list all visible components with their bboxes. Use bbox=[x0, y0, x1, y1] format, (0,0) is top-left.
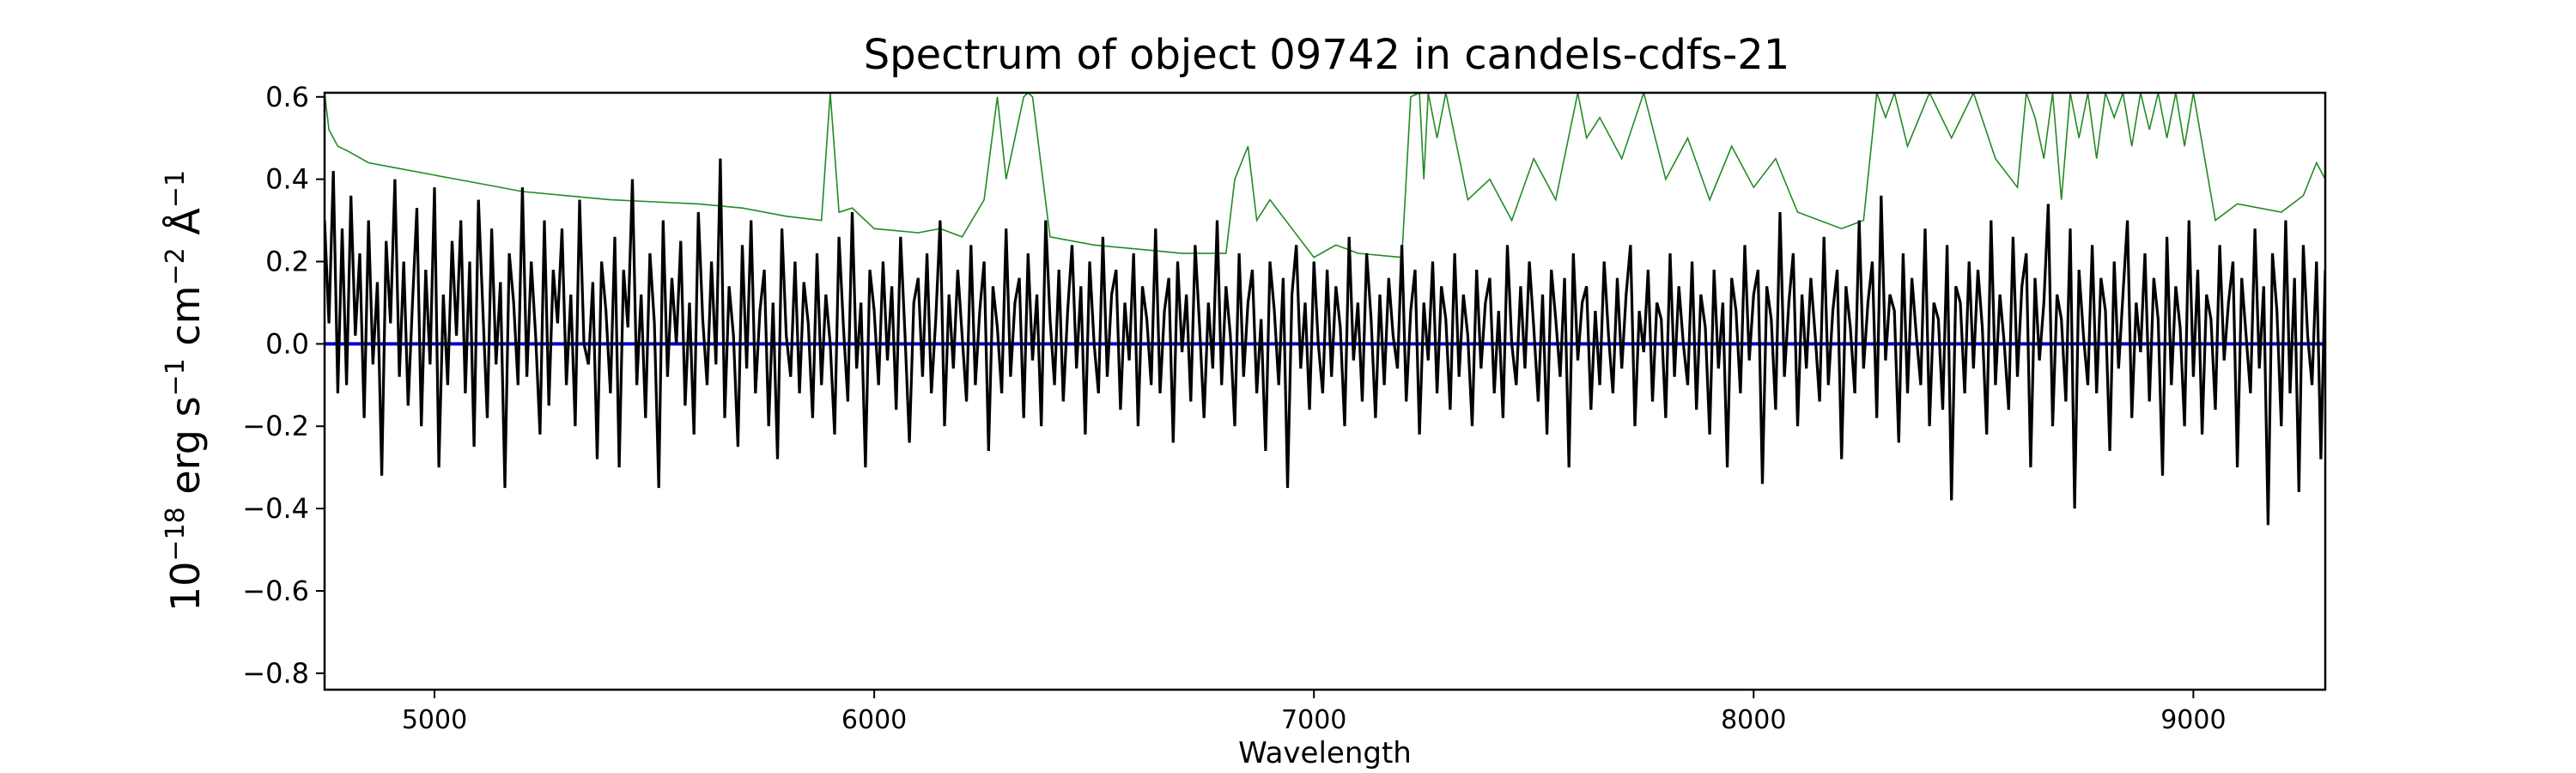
x-tick-label: 9000 bbox=[2160, 705, 2226, 735]
x-axis: 5000 6000 7000 8000 9000 bbox=[402, 690, 2227, 735]
y-axis-label-t3: Å bbox=[162, 208, 209, 248]
x-axis-label: Wavelength bbox=[1238, 736, 1412, 770]
y-tick-label: 0.6 bbox=[265, 81, 309, 113]
y-axis-label: 10−18 erg s−1 cm−2 Å−1 bbox=[161, 170, 209, 612]
y-tick-label: 0.4 bbox=[265, 163, 309, 196]
y-tick-label: 0.0 bbox=[265, 327, 309, 360]
y-axis-label-exp4: −1 bbox=[161, 170, 191, 208]
y-axis-label-base: 10 bbox=[162, 562, 209, 612]
x-tick-label: 7000 bbox=[1281, 705, 1346, 735]
x-tick-label: 6000 bbox=[841, 705, 907, 735]
y-tick-label: −0.6 bbox=[242, 575, 309, 607]
y-axis-label-exp3: −2 bbox=[161, 247, 191, 285]
y-tick-label: 0.2 bbox=[265, 246, 309, 278]
y-axis-label-exp2: −1 bbox=[161, 358, 191, 396]
chart-title: Spectrum of object 09742 in candels-cdfs… bbox=[864, 31, 1790, 79]
y-axis-label-t2: cm bbox=[162, 285, 209, 358]
x-tick-label: 8000 bbox=[1721, 705, 1786, 735]
y-axis-label-t1: erg s bbox=[162, 396, 209, 507]
error-spectrum-line bbox=[325, 93, 2325, 259]
y-axis-label-exp1: −18 bbox=[161, 507, 191, 561]
y-tick-label: −0.2 bbox=[242, 410, 309, 442]
y-tick-label: −0.8 bbox=[242, 657, 309, 690]
y-axis: 0.6 0.4 0.2 0.0 −0.2 −0.4 −0.6 −0.8 bbox=[242, 81, 325, 690]
x-tick-label: 5000 bbox=[402, 705, 467, 735]
flux-spectrum-line bbox=[325, 158, 2325, 526]
y-tick-label: −0.4 bbox=[242, 492, 309, 525]
plot-frame bbox=[323, 91, 2327, 691]
